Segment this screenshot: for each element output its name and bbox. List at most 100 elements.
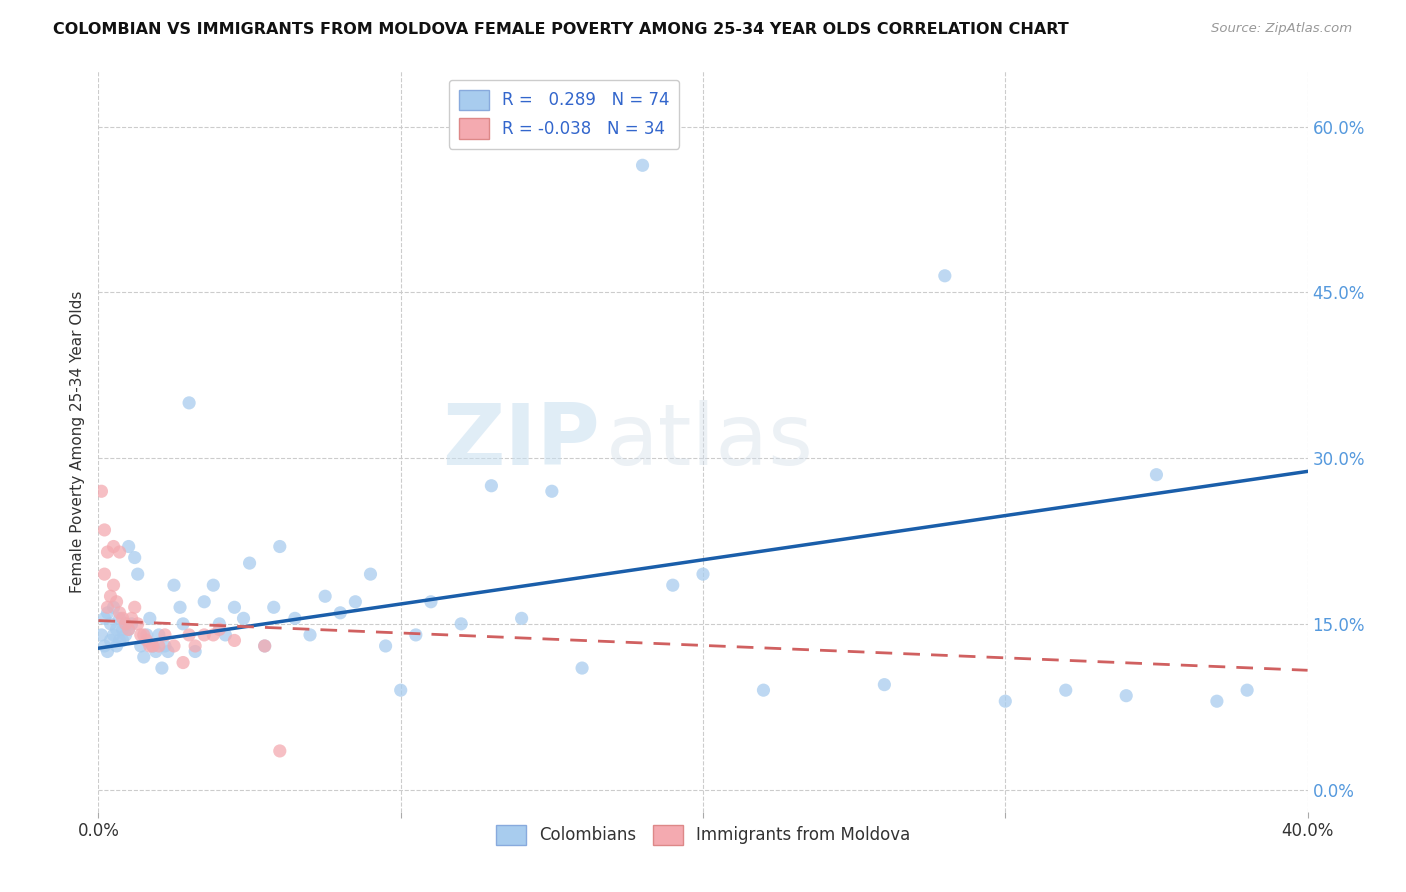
Point xyxy=(118,623,141,637)
Point xyxy=(153,639,176,653)
Point xyxy=(90,484,112,499)
Point xyxy=(214,628,236,642)
Point xyxy=(121,616,143,631)
Point xyxy=(1115,689,1137,703)
Point xyxy=(108,606,131,620)
Point xyxy=(360,567,382,582)
Point xyxy=(232,611,254,625)
Point xyxy=(450,616,472,631)
Point xyxy=(253,639,276,653)
Point xyxy=(114,628,136,642)
Point xyxy=(510,611,533,625)
Point xyxy=(1054,683,1077,698)
Y-axis label: Female Poverty Among 25-34 Year Olds: Female Poverty Among 25-34 Year Olds xyxy=(70,291,86,592)
Point xyxy=(127,567,149,582)
Point xyxy=(129,639,152,653)
Point xyxy=(108,611,131,625)
Point xyxy=(135,628,157,642)
Text: Source: ZipAtlas.com: Source: ZipAtlas.com xyxy=(1212,22,1353,36)
Point xyxy=(132,650,155,665)
Legend: Colombians, Immigrants from Moldova: Colombians, Immigrants from Moldova xyxy=(489,818,917,852)
Point xyxy=(420,595,443,609)
Point xyxy=(172,656,194,670)
Point xyxy=(96,644,118,658)
Point xyxy=(96,600,118,615)
Point xyxy=(481,479,503,493)
Point xyxy=(299,628,322,642)
Point xyxy=(329,606,352,620)
Point xyxy=(124,600,146,615)
Point xyxy=(100,633,122,648)
Point xyxy=(263,600,285,615)
Point xyxy=(405,628,427,642)
Point xyxy=(103,540,125,554)
Point xyxy=(661,578,683,592)
Point xyxy=(145,644,167,658)
Point xyxy=(100,589,122,603)
Text: COLOMBIAN VS IMMIGRANTS FROM MOLDOVA FEMALE POVERTY AMONG 25-34 YEAR OLDS CORREL: COLOMBIAN VS IMMIGRANTS FROM MOLDOVA FEM… xyxy=(53,22,1069,37)
Point xyxy=(202,628,225,642)
Point xyxy=(202,578,225,592)
Point xyxy=(208,616,231,631)
Point xyxy=(224,633,246,648)
Point xyxy=(179,396,201,410)
Point xyxy=(269,540,291,554)
Text: atlas: atlas xyxy=(606,400,814,483)
Point xyxy=(224,600,246,615)
Point xyxy=(114,616,136,631)
Point xyxy=(111,611,134,625)
Point xyxy=(193,628,215,642)
Point xyxy=(540,484,562,499)
Point xyxy=(121,611,143,625)
Point xyxy=(150,661,173,675)
Point xyxy=(108,545,131,559)
Point xyxy=(253,639,276,653)
Point xyxy=(142,639,165,653)
Point xyxy=(108,633,131,648)
Point xyxy=(124,550,146,565)
Point xyxy=(179,628,201,642)
Point xyxy=(135,633,157,648)
Point xyxy=(93,611,115,625)
Point xyxy=(163,639,186,653)
Point xyxy=(129,628,152,642)
Point xyxy=(269,744,291,758)
Point xyxy=(96,545,118,559)
Point xyxy=(103,578,125,592)
Point xyxy=(873,678,896,692)
Point xyxy=(111,633,134,648)
Point xyxy=(118,540,141,554)
Point xyxy=(571,661,593,675)
Point xyxy=(132,628,155,642)
Point xyxy=(169,600,191,615)
Point xyxy=(156,644,179,658)
Point xyxy=(148,628,170,642)
Point xyxy=(93,523,115,537)
Point xyxy=(314,589,336,603)
Point xyxy=(111,623,134,637)
Point xyxy=(105,639,128,653)
Point xyxy=(374,639,396,653)
Point xyxy=(105,623,128,637)
Text: ZIP: ZIP xyxy=(443,400,600,483)
Point xyxy=(118,623,141,637)
Point xyxy=(389,683,412,698)
Point xyxy=(153,628,176,642)
Point xyxy=(1144,467,1167,482)
Point xyxy=(752,683,775,698)
Point xyxy=(96,606,118,620)
Point xyxy=(93,639,115,653)
Point xyxy=(103,628,125,642)
Point xyxy=(692,567,714,582)
Point xyxy=(93,567,115,582)
Point xyxy=(934,268,956,283)
Point xyxy=(184,644,207,658)
Point xyxy=(148,639,170,653)
Point xyxy=(1206,694,1229,708)
Point xyxy=(127,616,149,631)
Point xyxy=(142,639,165,653)
Point xyxy=(1236,683,1258,698)
Point xyxy=(105,595,128,609)
Point xyxy=(103,600,125,615)
Point xyxy=(208,623,231,637)
